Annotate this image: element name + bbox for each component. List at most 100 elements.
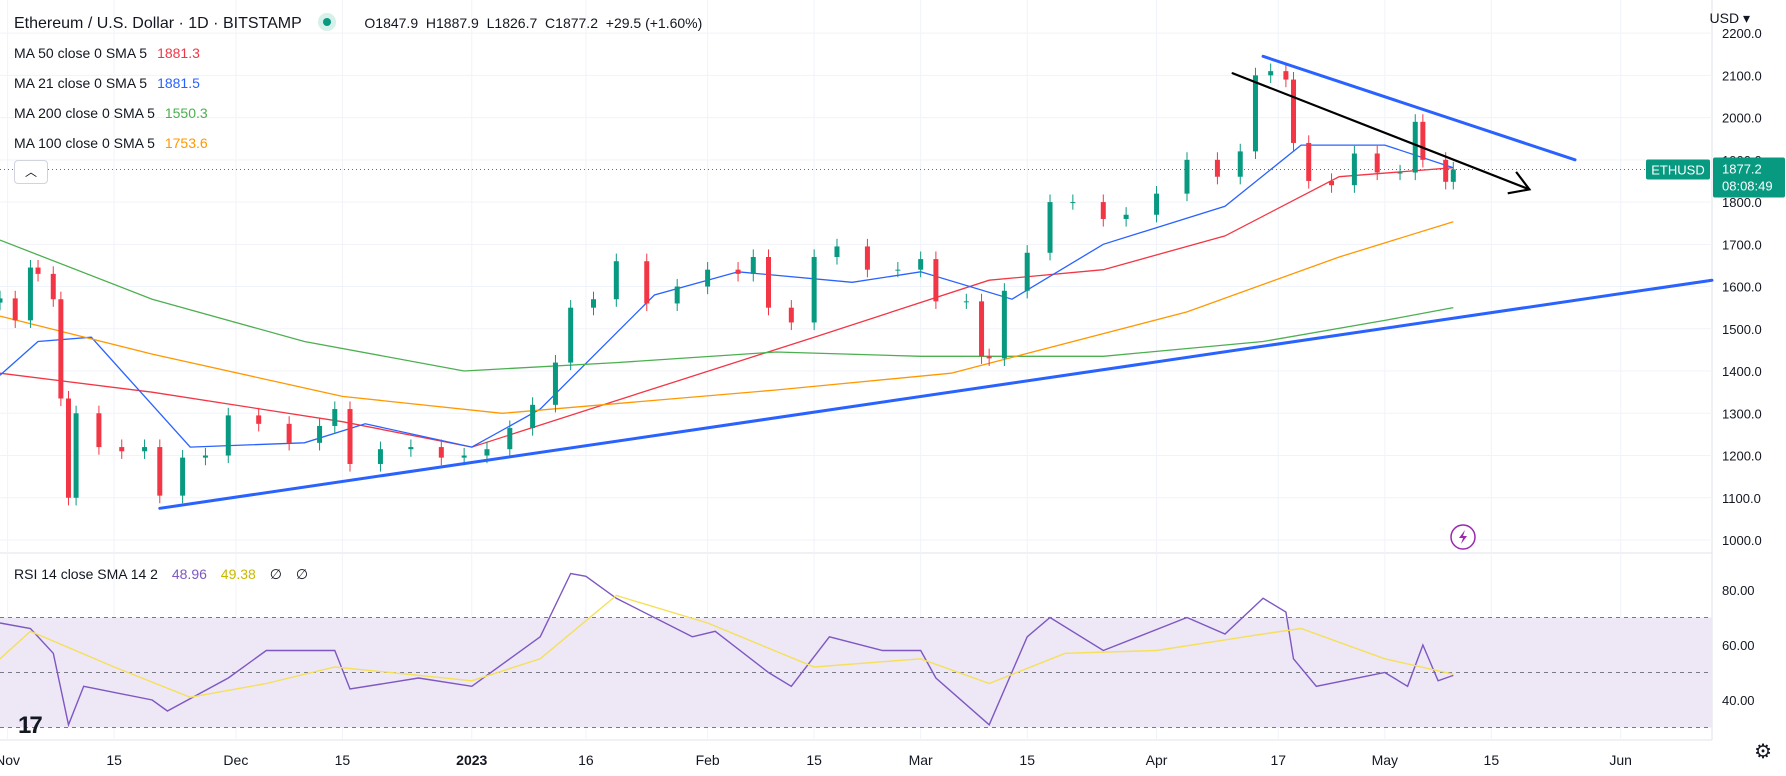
candle (1412, 114, 1418, 181)
high-value: 1887.9 (436, 15, 479, 31)
candle-body (461, 455, 467, 458)
candle-body (35, 267, 41, 274)
candle (644, 253, 650, 312)
ma21-legend[interactable]: MA 21 close 0 SMA 5 1881.5 (14, 75, 210, 91)
trendline-support[interactable] (158, 278, 1714, 510)
candle-body (963, 301, 969, 303)
trend-lines[interactable] (158, 54, 1714, 510)
candle-body (507, 428, 513, 450)
time-tick-label: 17 (1271, 752, 1287, 768)
time-tick-label: Dec (223, 752, 248, 768)
candle-body (1374, 153, 1380, 173)
collapse-legend-button[interactable]: ︿ (14, 160, 48, 184)
symbol-title[interactable]: Ethereum / U.S. Dollar · 1D · BITSTAMP (14, 15, 302, 32)
candle (65, 390, 71, 506)
candle (765, 249, 771, 316)
candle (1450, 161, 1456, 190)
candle-body (1443, 159, 1449, 182)
candle (1291, 71, 1297, 151)
ma-line-ma200 (0, 239, 1454, 372)
chevron-down-icon: ▾ (1742, 10, 1750, 26)
candle-body (895, 269, 901, 271)
market-status-icon (317, 13, 336, 31)
candle (1184, 152, 1190, 202)
price-tick-label: 1400.0 (1722, 364, 1762, 379)
candle-body (1047, 202, 1053, 253)
candle (12, 290, 18, 328)
candle (27, 259, 33, 328)
candle-body (864, 246, 870, 270)
rsi-legend[interactable]: RSI 14 close SMA 14 2 48.96 49.38 ∅ ∅ (14, 566, 318, 583)
tradingview-logo-icon[interactable]: 17 (18, 712, 43, 739)
candle-body (73, 413, 79, 498)
candle (507, 420, 513, 457)
time-tick-label: May (1372, 752, 1398, 768)
ma-line-ma21 (0, 144, 1454, 448)
time-tick-label: Jun (1609, 752, 1632, 768)
ma50-value: 1881.3 (157, 45, 200, 61)
candle (408, 439, 414, 457)
candle (1123, 207, 1129, 227)
candle-body (1237, 151, 1243, 177)
symbol-tag-label: ETHUSD (1651, 162, 1704, 177)
rsi-line-sma (0, 594, 1454, 699)
candle-body (1001, 290, 1007, 359)
candle-body (1351, 153, 1357, 186)
candle-body (1329, 180, 1335, 186)
candle (225, 407, 231, 464)
candle (256, 407, 262, 432)
candle (377, 441, 383, 472)
candle-body (65, 398, 71, 498)
candle (0, 290, 3, 311)
candle (180, 450, 186, 504)
candle-body (58, 299, 64, 399)
candle (674, 278, 680, 312)
candle-body (1420, 121, 1426, 160)
candle (552, 354, 558, 413)
ma21-label: MA 21 close 0 SMA 5 (14, 75, 148, 91)
candle (119, 439, 125, 459)
candle-body (438, 447, 444, 458)
price-tick-label: 1300.0 (1722, 406, 1762, 421)
candle-body (202, 455, 208, 458)
price-tick-label: 1100.0 (1722, 491, 1761, 506)
change-value: +29.5 (+1.60%) (605, 15, 703, 31)
trendline-projection-arrow[interactable] (1231, 72, 1531, 191)
arrow-head[interactable] (1507, 171, 1532, 195)
candle-body (765, 256, 771, 308)
price-tag (1713, 157, 1785, 198)
low-value: 1826.7 (494, 15, 538, 31)
candle (568, 300, 574, 371)
time-tick-label: 15 (806, 752, 822, 768)
candle (1397, 164, 1403, 181)
price-tick-label: 1200.0 (1722, 449, 1762, 464)
candle (834, 238, 840, 265)
rsi-line-rsi (0, 572, 1454, 728)
rsi-extra-2: ∅ (295, 566, 309, 582)
time-tick-label: 15 (1484, 752, 1500, 768)
chevron-up-icon: ︿ (24, 165, 37, 179)
candle (1001, 283, 1007, 366)
candle (202, 447, 208, 466)
candle (963, 293, 969, 309)
candle (1237, 143, 1243, 185)
candle (788, 300, 794, 331)
candle-body (484, 449, 490, 456)
time-tick-label: 16 (578, 752, 594, 768)
candle-body (644, 261, 650, 304)
candle-body (1397, 172, 1403, 174)
currency-selector[interactable]: USD ▾ (1709, 10, 1750, 26)
trendline-resistance[interactable] (1261, 54, 1577, 162)
ma100-legend[interactable]: MA 100 close 0 SMA 5 1753.6 (14, 135, 218, 151)
candle-body (613, 261, 619, 300)
candle (1070, 194, 1076, 210)
candle-body (979, 301, 985, 357)
ma50-legend[interactable]: MA 50 close 0 SMA 5 1881.3 (14, 45, 210, 61)
candle-body (50, 273, 56, 300)
candle (864, 238, 870, 278)
ma200-legend[interactable]: MA 200 close 0 SMA 5 1550.3 (14, 105, 218, 121)
ma100-value: 1753.6 (164, 135, 208, 151)
settings-gear-icon[interactable]: ⚙ (1754, 741, 1772, 763)
candle (1283, 63, 1289, 88)
